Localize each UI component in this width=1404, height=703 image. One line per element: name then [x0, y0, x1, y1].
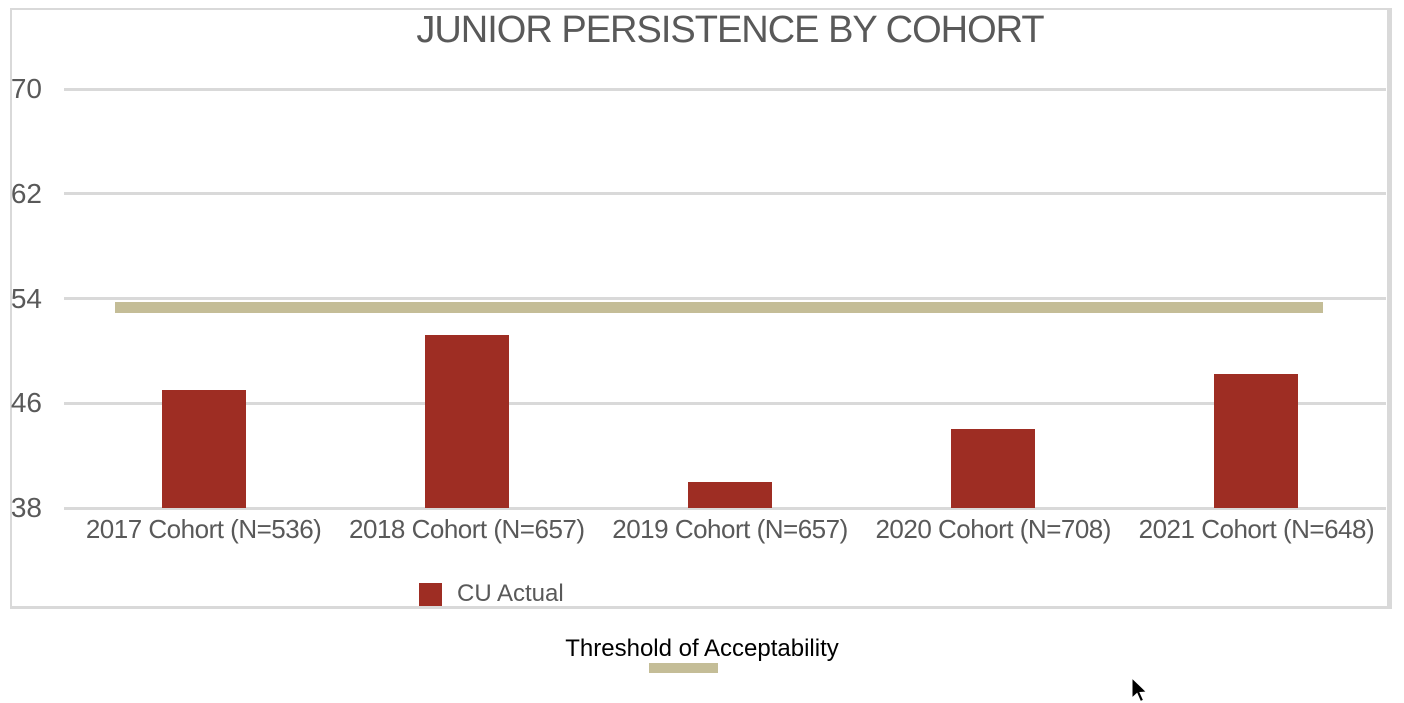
tan-bar-swatch-icon — [649, 663, 718, 673]
legend-cu-actual: CU Actual — [419, 582, 564, 606]
chart-title: JUNIOR PERSISTENCE BY COHORT — [416, 9, 1044, 51]
red-square-swatch-icon — [419, 582, 442, 606]
mouse-pointer-icon — [1131, 677, 1148, 703]
chart-frame[interactable] — [10, 8, 1392, 609]
legend-label-threshold: Threshold of Acceptability — [565, 635, 839, 662]
legend-label-cu-actual: CU Actual — [457, 580, 564, 607]
